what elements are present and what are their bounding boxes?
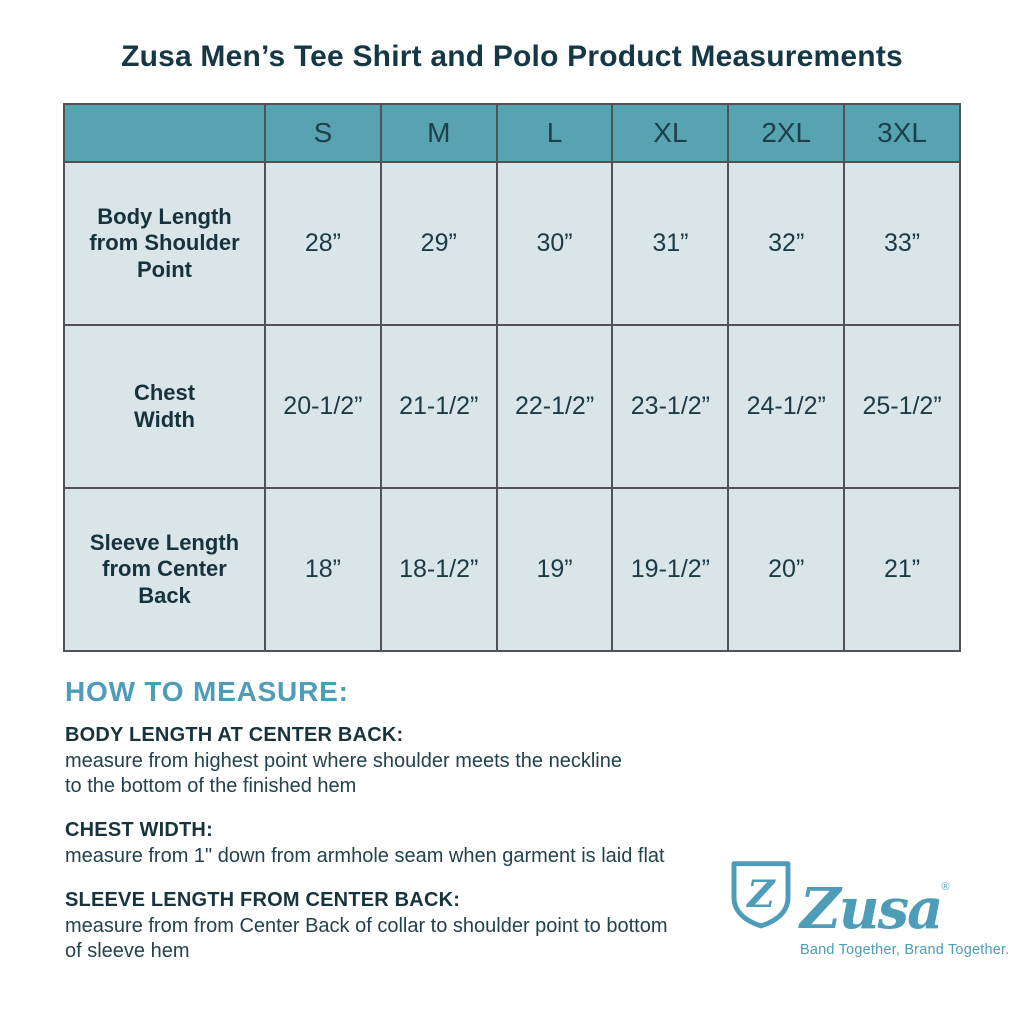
measurement-cell: 23-1/2” bbox=[611, 324, 730, 489]
measurement-cell: 24-1/2” bbox=[727, 324, 846, 489]
measurement-cell: 31” bbox=[611, 161, 730, 326]
zusa-wordmark: Zusa® bbox=[800, 858, 1009, 938]
size-header-row: S M L XL 2XL 3XL bbox=[63, 103, 961, 163]
page-title: Zusa Men’s Tee Shirt and Polo Product Me… bbox=[121, 40, 903, 73]
measurement-cell: 19-1/2” bbox=[611, 487, 730, 652]
measure-block-title: CHEST WIDTH: bbox=[65, 819, 213, 841]
measurement-cell: 19” bbox=[495, 487, 614, 652]
measurement-cell: 29” bbox=[379, 161, 498, 326]
measurement-cell: 30” bbox=[495, 161, 614, 326]
measure-block-title: SLEEVE LENGTH FROM CENTER BACK: bbox=[65, 889, 461, 911]
measure-block-body-length: BODY LENGTH AT CENTER BACK: measure from… bbox=[65, 724, 715, 799]
zusa-logo: Z Zusa® Band Together, Brand Together. bbox=[728, 858, 1009, 958]
size-header-xl: XL bbox=[611, 103, 730, 163]
registered-trademark-symbol: ® bbox=[941, 881, 950, 893]
measure-block-chest-width: CHEST WIDTH: measure from 1" down from a… bbox=[65, 819, 715, 869]
size-header-s: S bbox=[264, 103, 382, 163]
corner-cell bbox=[63, 103, 266, 163]
how-to-measure-heading: HOW TO MEASURE: bbox=[65, 676, 349, 707]
measure-block-body: measure from 1" down from armhole seam w… bbox=[65, 845, 665, 867]
size-header-3xl: 3XL bbox=[843, 103, 961, 163]
measurement-cell: 28” bbox=[264, 161, 382, 326]
measure-block-body: measure from from Center Back of collar … bbox=[65, 915, 668, 962]
how-to-measure-section: HOW TO MEASURE: BODY LENGTH AT CENTER BA… bbox=[65, 676, 715, 984]
measurement-cell: 21-1/2” bbox=[379, 324, 498, 489]
measurement-cell: 18” bbox=[264, 487, 382, 652]
measurement-cell: 25-1/2” bbox=[843, 324, 961, 489]
measurement-cell: 32” bbox=[727, 161, 846, 326]
measure-block-title: BODY LENGTH AT CENTER BACK: bbox=[65, 724, 404, 746]
table-row-body-length: Body Length from Shoulder Point 28” 29” … bbox=[63, 161, 961, 326]
measurement-cell: 20-1/2” bbox=[264, 324, 382, 489]
measure-block-body: measure from highest point where shoulde… bbox=[65, 750, 622, 797]
row-label-sleeve-length: Sleeve Length from Center Back bbox=[63, 487, 266, 652]
measurement-cell: 33” bbox=[843, 161, 961, 326]
zusa-tagline: Band Together, Brand Together. bbox=[800, 942, 1010, 958]
zusa-shield-icon: Z bbox=[731, 861, 791, 929]
table-row-sleeve-length: Sleeve Length from Center Back 18” 18-1/… bbox=[63, 487, 961, 652]
zusa-brand-column: Zusa® Band Together, Brand Together. bbox=[800, 858, 1009, 958]
measure-block-sleeve-length: SLEEVE LENGTH FROM CENTER BACK: measure … bbox=[65, 889, 715, 964]
measurement-cell: 22-1/2” bbox=[495, 324, 614, 489]
measurement-cell: 18-1/2” bbox=[379, 487, 498, 652]
shield-z-letter: Z bbox=[745, 872, 776, 916]
zusa-brand-text: Zusa bbox=[800, 876, 943, 942]
table-row-chest-width: Chest Width 20-1/2” 21-1/2” 22-1/2” 23-1… bbox=[63, 324, 961, 489]
measurement-cell: 21” bbox=[843, 487, 961, 652]
measurement-cell: 20” bbox=[727, 487, 846, 652]
measurements-table: S M L XL 2XL 3XL Body Length from Should… bbox=[63, 103, 961, 652]
size-header-2xl: 2XL bbox=[727, 103, 846, 163]
size-header-m: M bbox=[379, 103, 498, 163]
size-header-l: L bbox=[495, 103, 614, 163]
row-label-body-length: Body Length from Shoulder Point bbox=[63, 161, 266, 326]
row-label-chest-width: Chest Width bbox=[63, 324, 266, 489]
